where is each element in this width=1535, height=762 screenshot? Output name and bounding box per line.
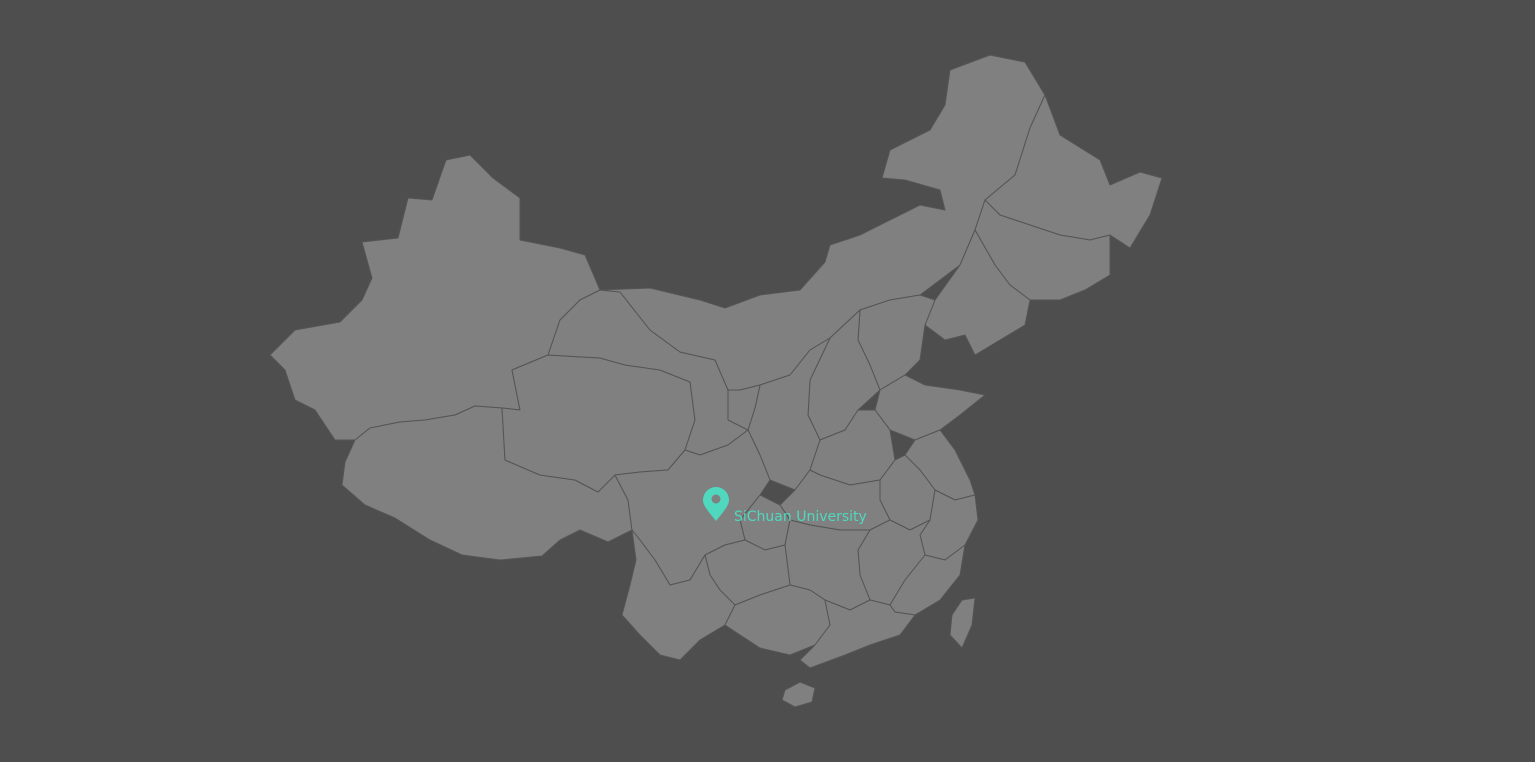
map-pin-icon[interactable] <box>703 487 729 521</box>
marker-label[interactable]: SiChuan University <box>734 509 867 525</box>
province-region[interactable] <box>799 599 916 669</box>
province-region[interactable] <box>874 374 986 441</box>
island-region[interactable] <box>949 597 976 649</box>
island-region[interactable] <box>781 681 816 708</box>
